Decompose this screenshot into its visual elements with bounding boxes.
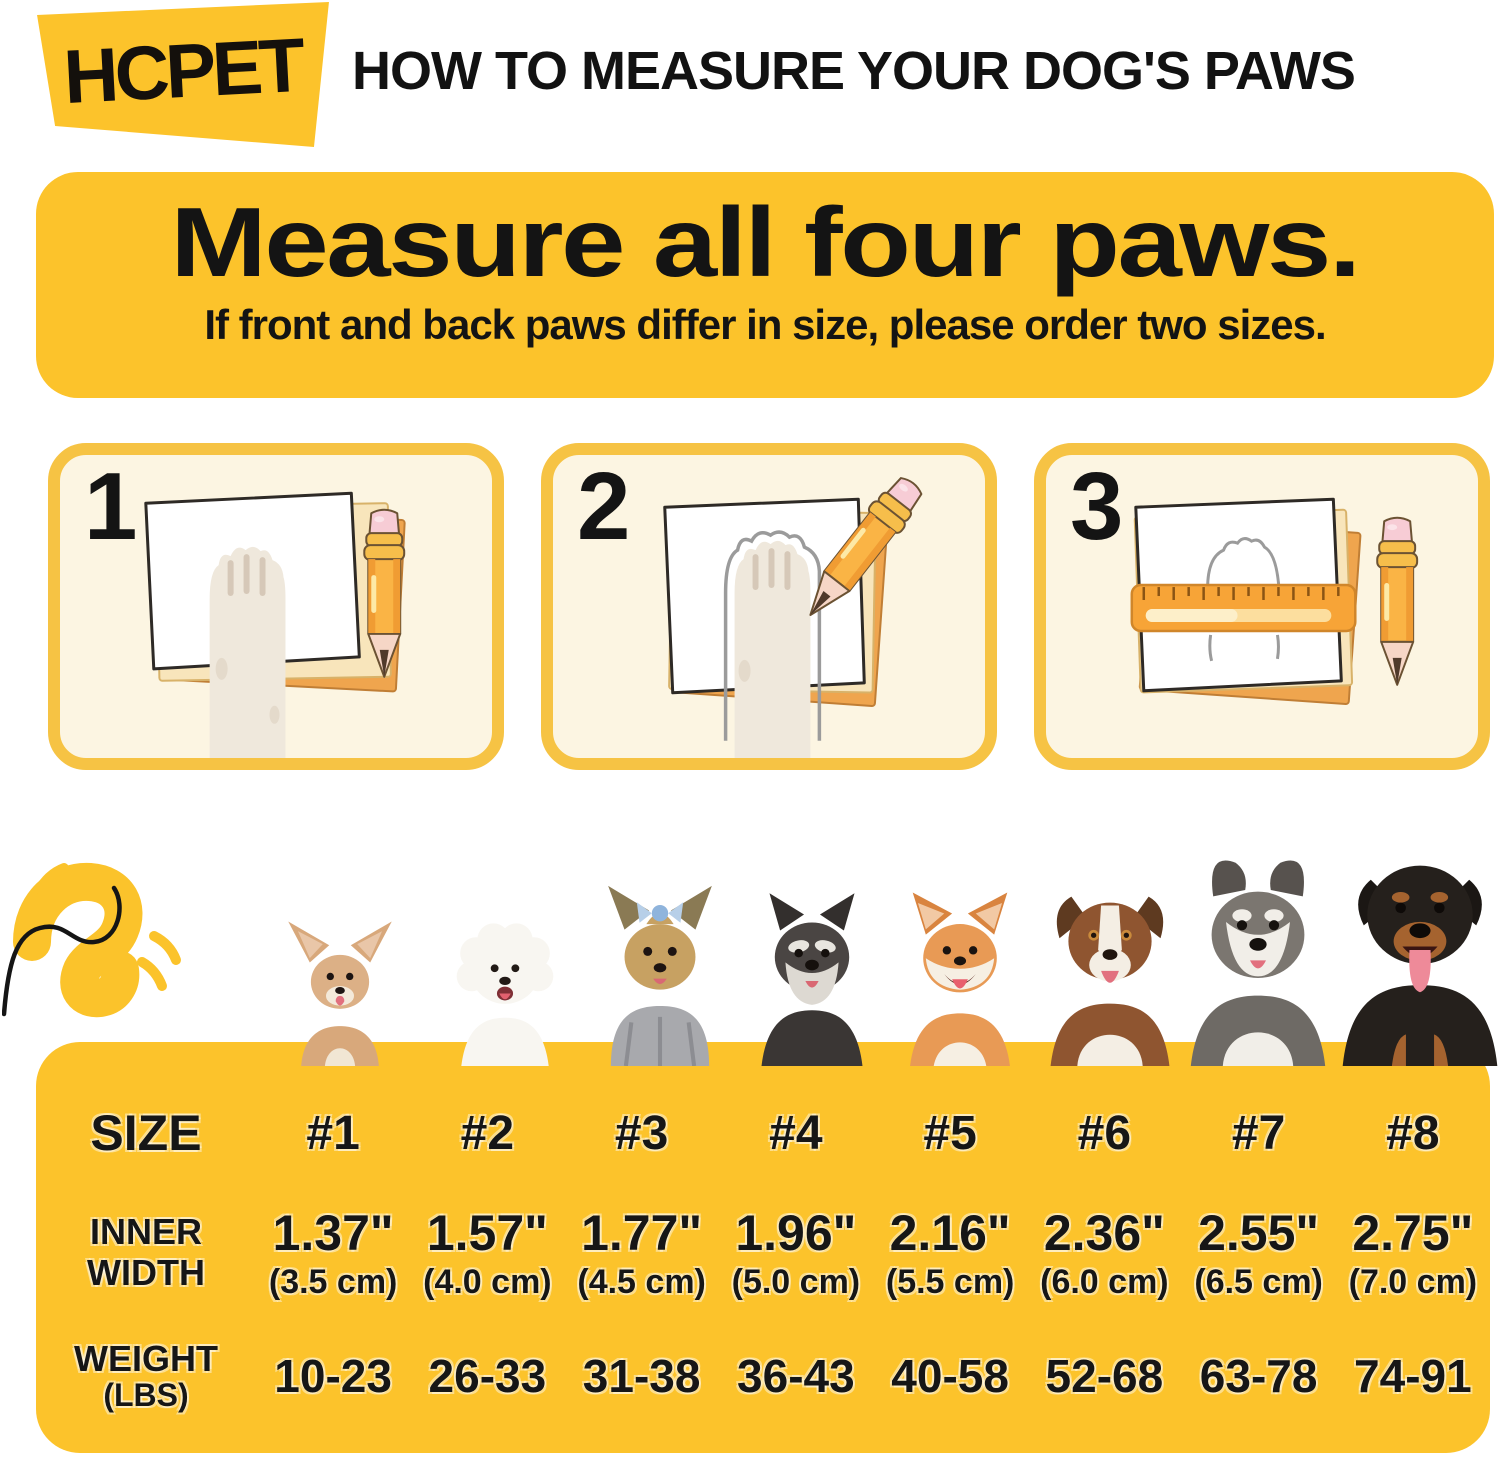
inner-width-cell: 2.16" (5.5 cm) bbox=[885, 1205, 1015, 1301]
step-2-illustration bbox=[663, 470, 931, 758]
page-title: HOW TO MEASURE YOUR DOG'S PAWS bbox=[352, 41, 1356, 101]
measure-banner: Measure all four paws. If front and back… bbox=[36, 172, 1494, 398]
banner-heading: Measure all four paws. bbox=[170, 187, 1362, 297]
size-cell: #4 bbox=[769, 1106, 823, 1160]
inner-width-row-label: INNER WIDTH bbox=[87, 1211, 205, 1293]
weight-cell: 26-33 bbox=[428, 1349, 547, 1402]
dog-photo-australian-shepherd bbox=[1050, 896, 1170, 1066]
inner-width-cell: 2.55" (6.5 cm) bbox=[1194, 1205, 1323, 1301]
inner-width-row: INNER WIDTH 1.37" (3.5 cm) 1.57" (4.0 cm… bbox=[36, 1207, 1490, 1299]
size-row: SIZE #1 #2 #3 #4 #5 #6 #7 #8 bbox=[36, 1104, 1490, 1162]
step-1-box: 1 bbox=[48, 443, 504, 770]
inner-width-cell: 2.36" (6.0 cm) bbox=[1040, 1205, 1169, 1301]
weight-row: WEIGHT (LBS) 10-23 26-33 31-38 36-43 40-… bbox=[36, 1337, 1490, 1414]
squiggle-decoration bbox=[2, 862, 181, 1018]
size-chart-table: SIZE #1 #2 #3 #4 #5 #6 #7 #8 INNER WIDTH… bbox=[36, 1042, 1490, 1453]
size-cell: #8 bbox=[1386, 1106, 1440, 1160]
weight-row-label: WEIGHT (LBS) bbox=[74, 1337, 218, 1414]
step-2-number: 2 bbox=[577, 453, 631, 560]
step-3-number: 3 bbox=[1070, 453, 1124, 560]
inner-width-cell: 1.57" (4.0 cm) bbox=[423, 1205, 552, 1301]
pencil-icon bbox=[1376, 516, 1419, 686]
weight-cell: 40-58 bbox=[891, 1349, 1009, 1402]
size-cell: #1 bbox=[306, 1106, 360, 1160]
trace-outline bbox=[1206, 537, 1281, 662]
dog-photo-miniature-schnauzer bbox=[761, 893, 863, 1066]
hcpet-logo: HCPET bbox=[37, 1, 329, 147]
dog-paw bbox=[209, 546, 286, 758]
inner-width-cell: 1.37" (3.5 cm) bbox=[268, 1205, 398, 1301]
dog-photo-shiba-inu bbox=[910, 892, 1010, 1066]
step-3-illustration bbox=[1130, 497, 1419, 706]
weight-cell: 74-91 bbox=[1354, 1349, 1472, 1402]
size-cell: #3 bbox=[614, 1106, 669, 1160]
step-1-illustration bbox=[144, 491, 406, 758]
trace-outline bbox=[723, 530, 822, 741]
weight-cell: 31-38 bbox=[582, 1349, 701, 1402]
measuring-steps: 1 2 bbox=[48, 443, 1490, 770]
inner-width-cell: 1.96" (5.0 cm) bbox=[731, 1205, 861, 1301]
weight-cell: 52-68 bbox=[1045, 1349, 1164, 1402]
dog-photo-alaskan-malamute bbox=[1190, 860, 1326, 1066]
dog-photo-yorkshire-terrier bbox=[608, 885, 712, 1066]
weight-cell: 10-23 bbox=[274, 1349, 392, 1402]
step-3-box: 3 bbox=[1034, 443, 1490, 770]
dog-photo-bichon-frise bbox=[456, 923, 554, 1066]
inner-width-cell: 2.75" (7.0 cm) bbox=[1348, 1205, 1478, 1301]
inner-width-cell: 1.77" (4.5 cm) bbox=[577, 1205, 706, 1301]
dog-photo-rottweiler bbox=[1342, 865, 1498, 1066]
size-cell: #7 bbox=[1231, 1106, 1286, 1160]
size-cell: #2 bbox=[460, 1106, 515, 1160]
size-row-label: SIZE bbox=[90, 1105, 202, 1161]
weight-cell: 36-43 bbox=[737, 1349, 855, 1402]
size-cell: #6 bbox=[1077, 1106, 1132, 1160]
step-2-box: 2 bbox=[541, 443, 997, 770]
weight-cell: 63-78 bbox=[1199, 1349, 1318, 1402]
dog-paw-traced bbox=[723, 530, 822, 758]
size-cell: #5 bbox=[923, 1106, 977, 1160]
dog-photo-chihuahua bbox=[288, 921, 392, 1066]
banner-subheading: If front and back paws differ in size, p… bbox=[204, 301, 1326, 348]
hcpet-logo-text: HCPET bbox=[61, 22, 304, 120]
step-1-number: 1 bbox=[84, 453, 138, 560]
ruler-icon bbox=[1130, 583, 1357, 633]
